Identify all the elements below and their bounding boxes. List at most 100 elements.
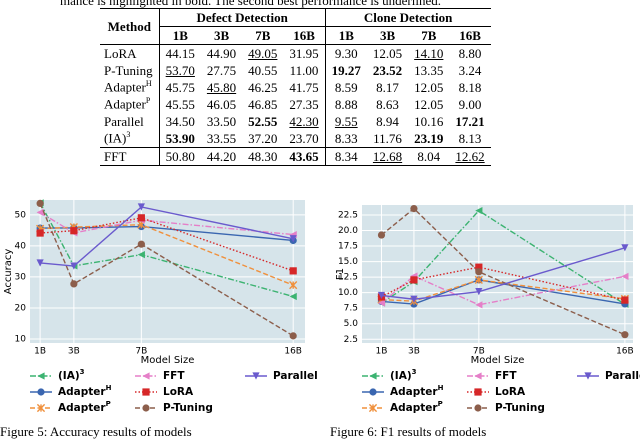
method-sup: 3 bbox=[126, 130, 131, 140]
legend-marker bbox=[369, 372, 377, 380]
marker bbox=[289, 235, 297, 243]
series-line bbox=[381, 279, 625, 305]
value-cell: 13.35 bbox=[414, 62, 444, 78]
legend-sup: P bbox=[438, 400, 443, 408]
group-header: Clone Detection bbox=[363, 9, 453, 25]
size-header: 3B bbox=[200, 26, 243, 45]
legend-name: P-Tuning bbox=[495, 402, 545, 414]
legend-sup: H bbox=[106, 384, 112, 392]
value-cell: 52.55 bbox=[248, 113, 278, 129]
legend-name: Adapter bbox=[58, 402, 106, 414]
y-axis-label: Accuracy bbox=[3, 249, 14, 295]
size-header: 7B bbox=[408, 26, 450, 45]
value-cell: 12.68 bbox=[366, 147, 409, 166]
series-line bbox=[381, 275, 626, 306]
y-tick-label: 12.5 bbox=[338, 273, 358, 283]
size-header: 1B bbox=[159, 26, 201, 45]
method-cell: AdapterH bbox=[100, 79, 160, 96]
size-header: 1B bbox=[325, 26, 367, 45]
method-name: FFT bbox=[104, 148, 127, 164]
value-cell: 46.25 bbox=[248, 79, 278, 95]
legend-marker bbox=[37, 388, 45, 396]
value-cell: 23.52 bbox=[372, 62, 403, 78]
marker bbox=[289, 267, 297, 275]
legend-name: LoRA bbox=[495, 386, 526, 398]
value-cell: 12.05 bbox=[414, 96, 444, 112]
marker bbox=[377, 291, 386, 300]
legend-name: FFT bbox=[495, 370, 517, 382]
size-row: 1B 3B 7B 16B 1B 3B 7B 16B bbox=[100, 26, 491, 45]
y-tick-label: 30 bbox=[15, 272, 27, 282]
size-header: 16B bbox=[449, 26, 491, 45]
legend-label: (IA)3 bbox=[390, 368, 417, 382]
value-cell: 34.50 bbox=[165, 113, 195, 129]
legend-marker bbox=[584, 372, 592, 380]
legend-marker bbox=[36, 403, 46, 413]
legend-name: Adapter bbox=[390, 402, 438, 414]
method-cell: AdapterP bbox=[100, 96, 160, 113]
results-table: Method Defect Detection Clone Detection 1B 3… bbox=[100, 8, 491, 166]
value-cell: 50.80 bbox=[159, 147, 201, 166]
figure-caption: Figure 6: F1 results of models bbox=[330, 424, 487, 439]
x-tick-label: 3B bbox=[408, 347, 420, 357]
table-row: LoRA 44.15 44.90 49.05 31.95 9.30 12.05 14.10 8.… bbox=[100, 44, 491, 62]
plot-area bbox=[362, 205, 633, 343]
legend-name: Parallel bbox=[605, 370, 640, 382]
value-cell: 9.55 bbox=[334, 113, 358, 129]
table-row: AdapterH 45.75 45.80 46.25 41.75 8.59 8.17 12.0… bbox=[100, 79, 491, 96]
marker bbox=[137, 250, 145, 259]
table-row: AdapterP 45.55 46.05 46.85 27.35 8.88 8.63 12.0… bbox=[100, 96, 491, 113]
legend-label: AdapterP bbox=[58, 400, 111, 414]
legend-label: P-Tuning bbox=[163, 402, 213, 414]
marker bbox=[70, 262, 78, 270]
legend-name: Adapter bbox=[390, 386, 438, 398]
method-cell: Parallel bbox=[100, 113, 160, 130]
value-cell: 31.95 bbox=[283, 44, 326, 62]
value-cell: 42.30 bbox=[283, 113, 326, 130]
value-cell: 8.88 bbox=[334, 96, 358, 112]
marker bbox=[475, 301, 483, 309]
value-cell: 9.00 bbox=[458, 96, 482, 112]
marker bbox=[36, 229, 44, 237]
marker bbox=[621, 244, 629, 252]
series-line bbox=[381, 209, 626, 305]
marker bbox=[137, 214, 145, 222]
x-axis-label: Model Size bbox=[141, 355, 195, 366]
method-name: Parallel bbox=[104, 113, 144, 129]
y-tick-label: 10 bbox=[15, 334, 27, 344]
marker bbox=[289, 281, 298, 290]
value-cell: 53.70 bbox=[165, 62, 195, 78]
legend-marker bbox=[252, 372, 260, 380]
value-cell: 33.50 bbox=[206, 113, 237, 129]
value-cell: 8.04 bbox=[408, 147, 450, 166]
marker bbox=[137, 203, 145, 211]
legend-label: AdapterP bbox=[390, 400, 443, 414]
legend-label: AdapterH bbox=[58, 384, 112, 398]
y-tick-label: 20 bbox=[15, 303, 27, 313]
legend-marker bbox=[142, 404, 150, 412]
marker bbox=[410, 276, 418, 284]
legend-label: LoRA bbox=[163, 386, 194, 398]
legend-label: Parallel bbox=[273, 370, 318, 382]
legend-marker bbox=[142, 372, 150, 380]
y-tick-label: 5.0 bbox=[344, 319, 359, 329]
y-tick-label: 2.5 bbox=[344, 335, 358, 345]
marker bbox=[377, 299, 386, 307]
y-tick-label: 10.0 bbox=[338, 288, 358, 298]
series-line bbox=[40, 217, 294, 272]
legend-sup: 3 bbox=[80, 368, 85, 376]
method-sup: H bbox=[145, 79, 152, 89]
marker bbox=[36, 199, 44, 208]
legend-marker bbox=[369, 388, 377, 396]
value-cell: 11.00 bbox=[283, 62, 326, 79]
value-cell: 14.10 bbox=[414, 45, 444, 61]
value-cell: 8.63 bbox=[376, 96, 399, 112]
legend-marker bbox=[37, 372, 45, 380]
value-cell: 10.16 bbox=[414, 113, 444, 129]
value-cell: 8.13 bbox=[458, 130, 482, 146]
series-line bbox=[381, 266, 626, 301]
x-tick-label: 1B bbox=[376, 347, 388, 357]
value-cell: 33.55 bbox=[206, 130, 237, 146]
value-cell: 12.05 bbox=[372, 45, 403, 61]
legend-marker bbox=[474, 404, 482, 412]
